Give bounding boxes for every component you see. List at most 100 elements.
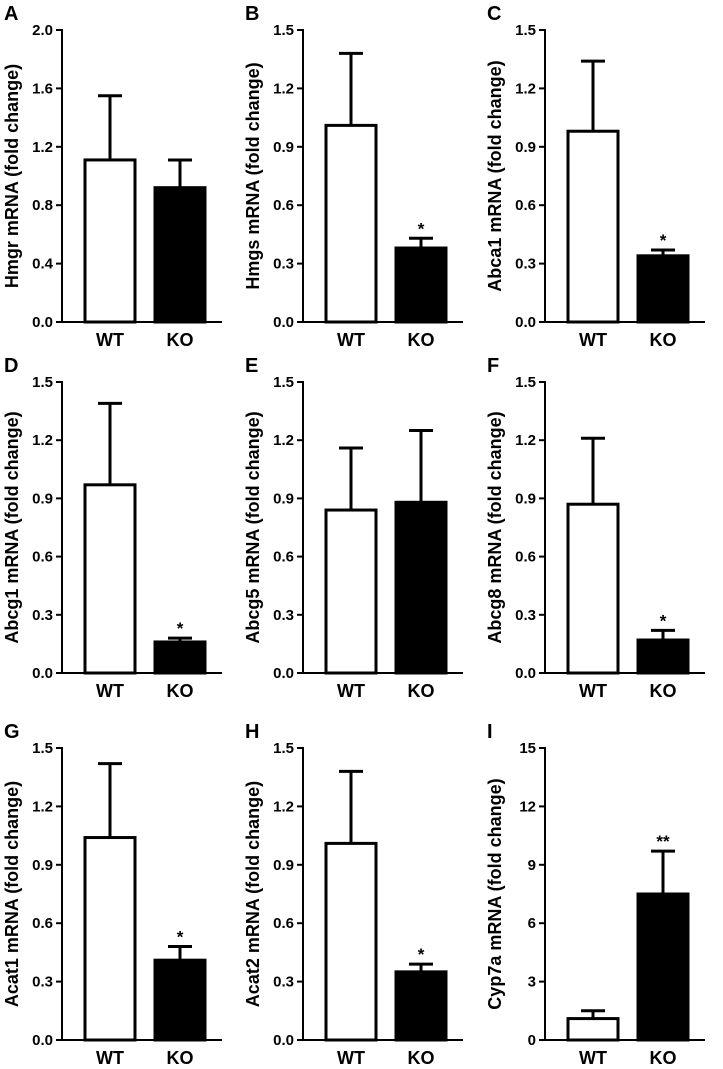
y-axis-label: Abcg8 mRNA (fold change) [485, 411, 505, 643]
panel-c: C Abca1 mRNA (fold change) 0.0 0.3 0.6 0.9 1.2… [485, 3, 705, 350]
category-label: KO [167, 330, 194, 350]
y-tick-label: 1.2 [515, 432, 536, 449]
y-tick-label: 3 [528, 974, 536, 991]
category-label: WT [579, 681, 607, 701]
category-label: WT [96, 1048, 124, 1068]
category-label: WT [579, 1048, 607, 1068]
bar-wt [324, 123, 378, 324]
y-tick-label: 6 [528, 915, 536, 932]
y-tick-label: 0.3 [273, 607, 294, 624]
y-tick-label: 0.9 [515, 490, 536, 507]
y-tick-label: 0.3 [273, 256, 294, 273]
y-tick-label: 1.2 [273, 80, 294, 97]
y-tick-label: 0.0 [273, 314, 294, 331]
significance-marker: * [418, 945, 425, 964]
y-tick-label: 0.9 [273, 857, 294, 874]
panel-h: H Acat2 mRNA (fold change) 0.0 0.3 0.6 0.9 1.2… [243, 721, 463, 1068]
y-tick-label: 0.9 [515, 139, 536, 156]
y-tick-label: 1.5 [273, 740, 294, 757]
significance-marker: * [418, 219, 425, 238]
y-tick-label: 0.0 [273, 665, 294, 682]
y-tick-label: 0.4 [32, 256, 54, 273]
y-axis-label: Cyp7a mRNA (fold change) [485, 778, 505, 1009]
significance-marker: * [177, 619, 184, 638]
y-tick-label: 0.9 [273, 490, 294, 507]
y-tick-label: 0.6 [273, 549, 294, 566]
bar-wt [566, 1017, 620, 1042]
y-tick-label: 0.6 [515, 197, 536, 214]
panel-letter: H [245, 721, 259, 743]
category-label: WT [337, 1048, 365, 1068]
bar-ko [153, 186, 207, 324]
y-tick-label: 1.5 [32, 374, 53, 391]
significance-marker: * [660, 611, 667, 630]
y-tick-label: 0.6 [515, 549, 536, 566]
panel-letter: G [4, 721, 20, 743]
bar-ko [394, 246, 448, 324]
y-tick-label: 1.5 [515, 374, 536, 391]
bar-ko [153, 640, 207, 675]
y-tick-label: 0.3 [273, 974, 294, 991]
y-tick-label: 15 [519, 740, 536, 757]
y-axis-label: Hmgr mRNA (fold change) [2, 64, 22, 288]
bar-wt [324, 508, 378, 675]
panel-f: F Abcg8 mRNA (fold change) 0.0 0.3 0.6 0.9 1.2… [485, 355, 705, 701]
panel-e: E Abcg5 mRNA (fold change) 0.0 0.3 0.6 0.9 1.2… [243, 355, 463, 701]
y-axis-label: Abcg5 mRNA (fold change) [243, 411, 263, 643]
bar-wt [324, 841, 378, 1042]
y-tick-label: 1.5 [273, 22, 294, 39]
panel-d: D Abcg1 mRNA (fold change) 0.0 0.3 0.6 0.9 1.2… [2, 355, 222, 701]
y-tick-label: 1.2 [273, 798, 294, 815]
panel-letter: C [487, 3, 501, 25]
panel-letter: D [4, 355, 18, 377]
y-tick-label: 12 [519, 798, 536, 815]
category-label: KO [650, 681, 677, 701]
y-tick-label: 0.3 [32, 974, 53, 991]
category-label: KO [408, 1048, 435, 1068]
panel-letter: A [4, 3, 18, 25]
bar-wt [566, 502, 620, 675]
y-tick-label: 0.0 [32, 1032, 53, 1049]
bar-ko [636, 638, 690, 675]
panel-letter: B [245, 3, 259, 25]
y-axis-label: Abcg1 mRNA (fold change) [2, 411, 22, 643]
category-label: WT [579, 330, 607, 350]
y-tick-label: 0.6 [273, 915, 294, 932]
category-label: KO [408, 681, 435, 701]
panel-letter: I [487, 721, 493, 743]
category-label: WT [96, 681, 124, 701]
y-tick-label: 1.2 [32, 432, 53, 449]
y-axis-label: Hmgs mRNA (fold change) [243, 62, 263, 289]
category-label: KO [408, 330, 435, 350]
y-tick-label: 0 [528, 1032, 536, 1049]
y-tick-label: 0.0 [273, 1032, 294, 1049]
y-tick-label: 0.9 [32, 490, 53, 507]
y-tick-label: 0.0 [32, 665, 53, 682]
y-tick-label: 9 [528, 857, 536, 874]
category-label: WT [337, 330, 365, 350]
y-tick-label: 1.2 [32, 139, 53, 156]
panel-letter: E [245, 355, 258, 377]
y-tick-label: 0.6 [32, 915, 53, 932]
y-axis-label: Acat2 mRNA (fold change) [243, 781, 263, 1007]
panel-a: A Hmgr mRNA (fold change) 0.0 0.4 0.8 1.2 1.6 2… [2, 3, 222, 350]
bar-wt [566, 129, 620, 324]
y-axis-label: Acat1 mRNA (fold change) [2, 781, 22, 1007]
y-tick-label: 0.6 [273, 197, 294, 214]
y-tick-label: 1.6 [32, 80, 53, 97]
panel-g: G Acat1 mRNA (fold change) 0.0 0.3 0.6 0.9 1.2… [2, 721, 222, 1068]
y-tick-label: 1.5 [515, 22, 536, 39]
y-tick-label: 1.5 [32, 740, 53, 757]
y-tick-label: 0.6 [32, 549, 53, 566]
y-tick-label: 0.0 [515, 665, 536, 682]
bar-ko [394, 970, 448, 1042]
category-label: KO [650, 330, 677, 350]
category-label: WT [337, 681, 365, 701]
y-tick-label: 1.2 [32, 798, 53, 815]
significance-marker: ** [656, 832, 670, 851]
y-tick-label: 2.0 [32, 22, 53, 39]
significance-marker: * [177, 928, 184, 947]
y-tick-label: 1.5 [273, 374, 294, 391]
bar-wt [83, 158, 137, 324]
